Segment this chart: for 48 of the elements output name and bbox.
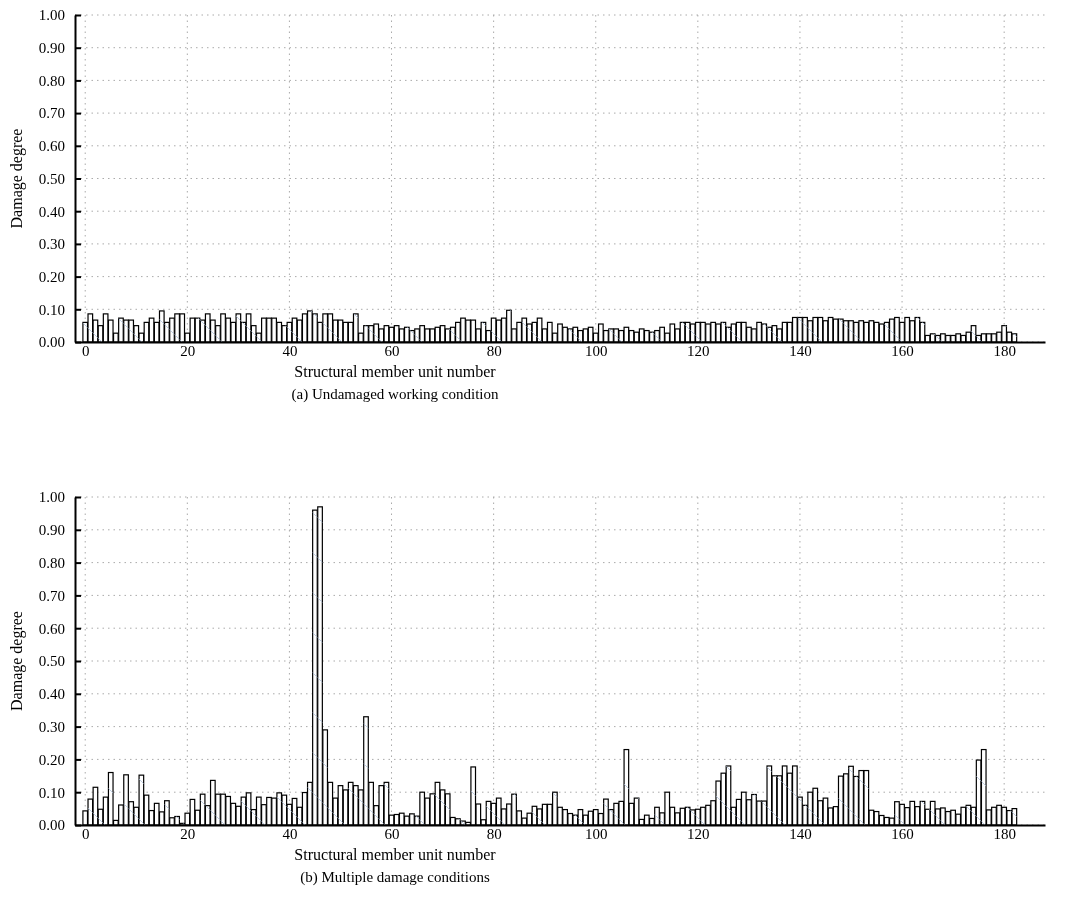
x-axis-title: Structural member unit number — [294, 846, 497, 863]
y-tick-label: 0.80 — [38, 554, 65, 571]
y-tick-label: 0.80 — [38, 72, 65, 89]
y-tick-label: 0.40 — [38, 686, 65, 703]
y-tick-label: 0.10 — [38, 301, 65, 318]
x-tick-label: 140 — [789, 342, 812, 359]
y-tick-label: 0.60 — [38, 620, 65, 637]
y-tick-label: 1.00 — [38, 489, 65, 506]
y-tick-label: 0.00 — [38, 334, 65, 351]
x-tick-label: 160 — [891, 825, 914, 842]
x-axis-title: Structural member unit number — [294, 363, 497, 380]
x-tick-label: 120 — [687, 342, 710, 359]
y-tick-label: 0.50 — [38, 170, 65, 187]
x-tick-label: 0 — [81, 825, 90, 842]
y-tick-label: 0.90 — [38, 40, 65, 56]
x-tick-label: 100 — [584, 342, 608, 359]
x-tick-label: 20 — [180, 342, 196, 359]
x-tick-label: 160 — [891, 342, 914, 359]
y-tick-label: 0.10 — [38, 784, 65, 801]
x-tick-label: 20 — [180, 825, 196, 842]
x-tick-label: 60 — [384, 342, 400, 359]
x-tick-label: 80 — [486, 825, 502, 842]
y-tick-label: 0.20 — [38, 751, 65, 768]
x-tick-label: 180 — [993, 825, 1016, 842]
y-tick-label: 0.00 — [38, 817, 65, 834]
y-tick-label: 1.00 — [38, 7, 65, 24]
x-tick-label: 40 — [282, 342, 298, 359]
y-tick-label: 0.70 — [38, 105, 65, 122]
y-tick-label: 0.30 — [38, 718, 65, 735]
x-tick-label: 180 — [993, 342, 1016, 359]
y-axis-title: Damage degree — [8, 611, 26, 711]
x-tick-label: 80 — [486, 342, 502, 359]
x-tick-label: 120 — [687, 825, 710, 842]
x-tick-label: 40 — [282, 825, 298, 842]
y-tick-label: 0.30 — [38, 236, 65, 253]
y-tick-label: 0.40 — [38, 203, 65, 220]
y-tick-label: 0.90 — [38, 522, 65, 539]
text: (b) Multiple damage conditions — [300, 869, 490, 886]
text: (a) Undamaged working condition — [291, 386, 500, 403]
x-tick-label: 100 — [584, 825, 608, 842]
y-tick-label: 0.20 — [38, 268, 65, 285]
x-tick-label: 140 — [789, 825, 812, 842]
y-tick-label: 0.50 — [38, 653, 65, 670]
y-tick-label: 0.60 — [38, 138, 65, 155]
x-tick-label: 60 — [384, 825, 400, 842]
x-tick-label: 0 — [81, 342, 90, 359]
y-tick-label: 0.70 — [38, 587, 65, 604]
y-axis-title: Damage degree — [8, 128, 26, 229]
